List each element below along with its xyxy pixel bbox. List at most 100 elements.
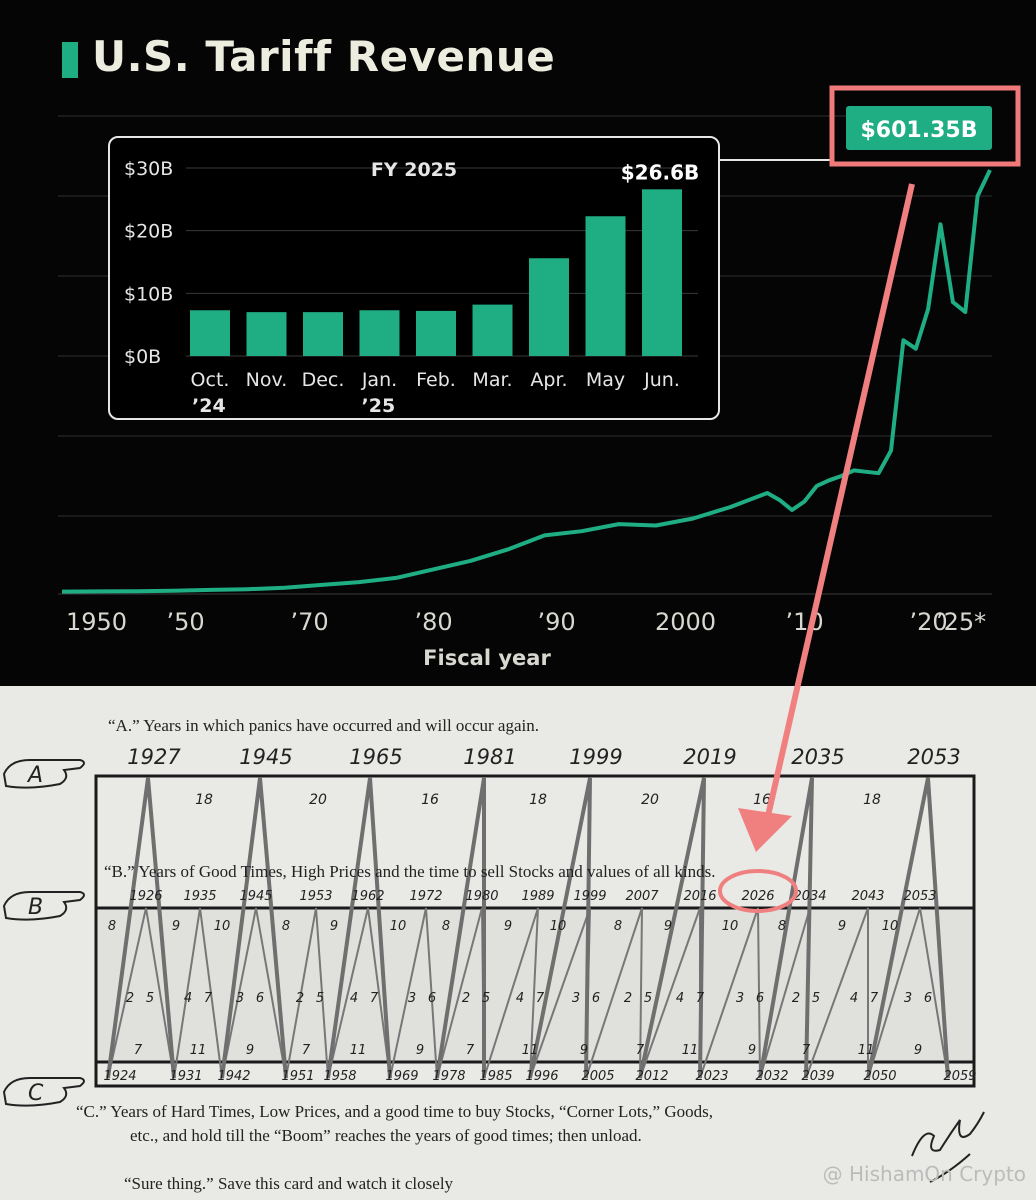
row-b-year: 2034	[793, 889, 826, 904]
inset-x-tick: Dec.	[302, 369, 345, 391]
row-a-interval: 18	[529, 792, 547, 808]
row-b-year: 2043	[851, 889, 884, 904]
inset-value-label: $26.6B	[621, 160, 700, 184]
hand-marker-a: A	[2, 759, 85, 789]
cycle-a-peak	[326, 777, 392, 1079]
footer-c-line2: etc., and hold till the “Boom” reaches t…	[130, 1126, 642, 1145]
cycle-b-line	[327, 907, 391, 1079]
row-b-year: 1989	[521, 889, 554, 904]
inset-bar	[585, 216, 626, 356]
row-c-year: 1942	[217, 1069, 250, 1084]
row-b-year: 1953	[299, 889, 332, 904]
mid-interval: 4	[184, 991, 192, 1006]
mid-interval: 5	[316, 991, 324, 1006]
mid-interval: 2	[296, 991, 304, 1006]
row-b-year: 1980	[465, 889, 498, 904]
low-interval: 9	[416, 1043, 424, 1058]
marker-b-label: B	[28, 895, 43, 920]
upper-interval: 8	[778, 919, 786, 934]
inset-x-sublabel: ’25	[362, 395, 396, 417]
upper-interval: 10	[882, 919, 899, 934]
cycle-b-line	[867, 907, 949, 1079]
cycle-a-peak	[866, 777, 950, 1079]
inset-y-tick: $30B	[124, 158, 173, 180]
upper-interval: 9	[504, 919, 512, 934]
footer-sure-thing: “Sure thing.” Save this card and watch i…	[124, 1174, 454, 1193]
row-b-year: 1972	[409, 889, 442, 904]
highlight-2026-circle	[718, 869, 798, 913]
row-a-interval: 20	[641, 792, 659, 808]
row-b-year: 1999	[573, 889, 606, 904]
marker-c-label: C	[28, 1081, 44, 1106]
mid-interval: 6	[924, 991, 932, 1006]
mid-interval: 2	[126, 991, 134, 1006]
row-a-interval: 20	[309, 792, 327, 808]
row-a-year: 1927	[127, 745, 181, 769]
upper-interval: 8	[614, 919, 622, 934]
mid-interval: 3	[736, 991, 744, 1006]
inset-bar	[472, 304, 513, 356]
x-tick-label: ’50	[166, 608, 205, 636]
cycle-a-peak	[528, 777, 592, 1079]
mid-interval: 4	[350, 991, 358, 1006]
row-c-year: 2005	[581, 1069, 614, 1084]
chart-title: U.S. Tariff Revenue	[92, 32, 556, 81]
x-tick-label: ’90	[537, 608, 576, 636]
x-tick-label: 1950	[66, 608, 128, 636]
upper-interval: 9	[172, 919, 180, 934]
row-b-year: 2016	[683, 889, 716, 904]
low-interval: 7	[466, 1043, 475, 1058]
row-b-year: 1935	[183, 889, 216, 904]
row-c-year: 2039	[801, 1069, 834, 1084]
upper-interval: 10	[214, 919, 231, 934]
row-c-year: 1931	[169, 1069, 202, 1084]
row-c-year: 1978	[432, 1069, 465, 1084]
low-interval: 11	[682, 1043, 699, 1058]
watermark: @ HishamOn Crypto	[822, 1162, 1026, 1186]
row-a-year: 1965	[349, 745, 402, 769]
row-b-year: 1962	[351, 889, 384, 904]
cycle-b-line	[483, 907, 539, 1079]
upper-interval: 9	[330, 919, 338, 934]
hand-marker-c: C	[2, 1077, 85, 1107]
inset-x-tick: May	[586, 369, 625, 391]
x-axis-label: Fiscal year	[423, 646, 551, 670]
row-a-year: 2053	[907, 745, 960, 769]
mid-interval: 7	[370, 991, 379, 1006]
row-c-year: 1958	[323, 1069, 356, 1084]
mid-interval: 4	[676, 991, 684, 1006]
row-a-year: 2019	[683, 745, 736, 769]
mid-interval: 6	[428, 991, 436, 1006]
row-b-year: 1926	[129, 889, 162, 904]
low-interval: 7	[802, 1043, 811, 1058]
cycle-b-line	[699, 907, 761, 1079]
inset-bar	[416, 310, 456, 356]
inset-y-tick: $20B	[124, 221, 173, 243]
cycle-a-peak	[435, 777, 486, 1079]
cycle-b-line	[389, 907, 438, 1079]
x-tick-label: ’70	[290, 608, 329, 636]
title-accent-bar	[62, 42, 78, 78]
row-c-year: 1969	[385, 1069, 418, 1084]
fy2025-inset: $0B $10B $20B $30B FY 2025 Oct. ’24 Nov. Dec. Jan…	[108, 136, 720, 420]
mid-interval: 3	[408, 991, 416, 1006]
low-interval: 7	[636, 1043, 645, 1058]
mid-interval: 4	[516, 991, 524, 1006]
low-interval: 9	[580, 1043, 588, 1058]
mid-interval: 6	[592, 991, 600, 1006]
row-c-year: 2059	[943, 1069, 976, 1084]
x-tick-label: ’25*	[936, 608, 987, 636]
row-c-year: 1924	[103, 1069, 136, 1084]
mid-interval: 6	[756, 991, 764, 1006]
inset-y-tick: $0B	[124, 346, 161, 368]
mid-interval: 6	[256, 991, 264, 1006]
inset-bar	[529, 258, 569, 356]
mid-interval: 7	[204, 991, 213, 1006]
mid-interval: 2	[624, 991, 632, 1006]
mid-interval: 5	[644, 991, 652, 1006]
row-a-interval: 16	[421, 792, 439, 808]
x-tick-label: ’20	[909, 608, 948, 636]
inset-title: FY 2025	[371, 159, 457, 181]
upper-interval: 8	[282, 919, 290, 934]
x-tick-label: ’80	[414, 608, 453, 636]
